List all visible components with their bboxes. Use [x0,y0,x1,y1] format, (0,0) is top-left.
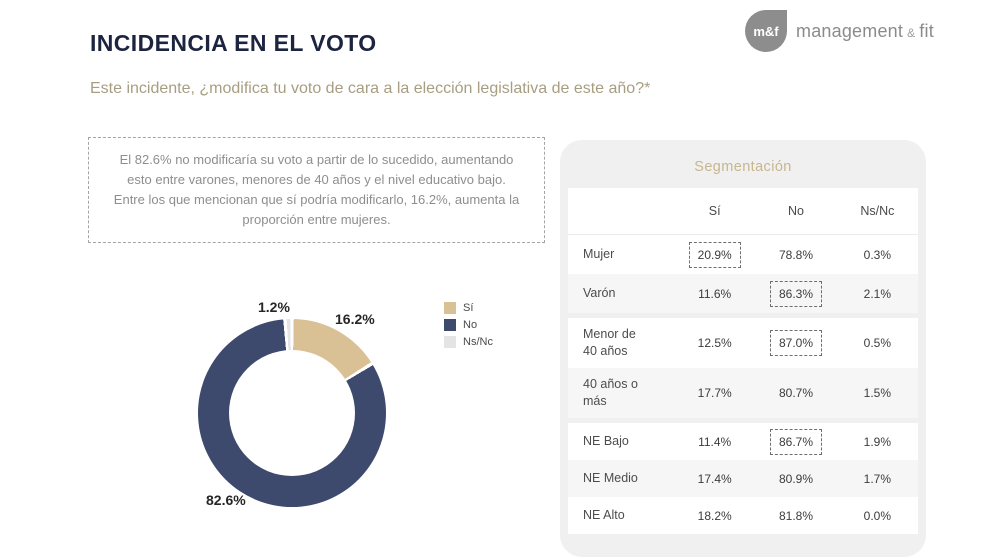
table-header-row: Sí No Ns/Nc [568,188,918,235]
row-label: Varón [583,286,616,301]
donut-label-no: 82.6% [206,492,246,508]
legend-swatch-nsnc [444,336,456,348]
table-row: 40 años o más 17.7% 80.7% 1.5% [568,368,918,418]
value: 80.7% [778,386,813,400]
cell-si: 20.9% [674,241,755,268]
survey-question: Este incidente, ¿modifica tu voto de car… [90,80,651,97]
cell-nsnc: 1.5% [837,386,918,400]
legend-swatch-si [444,302,456,314]
highlighted-value: 87.0% [769,330,822,356]
value: 0.3% [863,247,891,262]
value: 0.0% [863,508,891,523]
cell-no: 86.3% [755,280,836,307]
legend-label-nsnc: Ns/Nc [463,336,493,348]
cell-si: 18.2% [674,509,755,523]
brand-ampersand: & [907,25,916,40]
page-title: INCIDENCIA EN EL VOTO [90,30,377,56]
cell-nsnc: 0.5% [837,336,918,350]
insight-line-1: El 82.6% no modificaría su voto a partir… [119,151,514,187]
value: 0.5% [863,336,891,350]
value: 18.2% [697,508,732,523]
brand-logo: m&f management & fit [745,10,934,52]
cell-si: 12.5% [674,336,755,350]
brand-badge-text: m&f [753,23,779,39]
cell-no: 81.8% [755,509,836,523]
brand-badge-icon: m&f [745,10,787,52]
value: 11.6% [698,286,732,301]
segmentation-table: Sí No Ns/Nc Mujer 20.9% 78.8% 0.3% Varón 11.6… [568,188,918,534]
legend-label-no: No [463,319,478,331]
cell-si: 11.6% [674,287,755,301]
value: 12.5% [697,336,732,350]
highlighted-value: 20.9% [688,241,741,268]
value: 1.5% [863,386,891,400]
table-row: NE Medio 17.4% 80.9% 1.7% [568,460,918,497]
legend-item-no: No [444,319,493,331]
donut-chart [198,319,386,507]
row-label: Menor de 40 años [583,327,636,358]
table-group: NE Bajo 11.4% 86.7% 1.9% NE Medio 17.4% 80.9% 1… [568,423,918,534]
donut-label-nsnc: 1.2% [258,299,290,315]
insight-box: El 82.6% no modificaría su voto a partir… [88,137,545,243]
value: 1.7% [863,471,891,486]
legend-label-si: Sí [463,302,474,314]
header-col-no: No [788,204,804,218]
cell-si: 17.4% [674,472,755,486]
header-col-si: Sí [708,204,721,218]
row-label: 40 años o más [583,377,638,408]
cell-si: 11.4% [674,435,755,449]
cell-nsnc: 1.9% [837,435,918,449]
donut-label-si: 16.2% [335,311,375,327]
value: 17.7% [697,386,732,400]
table-row: Menor de 40 años 12.5% 87.0% 0.5% [568,318,918,368]
cell-no: 80.7% [755,386,836,400]
cell-no: 80.9% [755,472,836,486]
value: 2.1% [863,286,891,301]
cell-nsnc: 0.3% [837,248,918,262]
table-group: Menor de 40 años 12.5% 87.0% 0.5% 40 años o … [568,318,918,418]
brand-name: management & fit [796,21,934,42]
legend-item-nsnc: Ns/Nc [444,336,493,348]
row-label: NE Alto [583,508,625,523]
header-col-nsnc: Ns/Nc [860,204,895,218]
cell-no: 86.7% [755,428,836,455]
donut-hole [229,350,355,476]
cell-nsnc: 1.7% [837,472,918,486]
cell-no: 78.8% [755,248,836,262]
table-row: NE Alto 18.2% 81.8% 0.0% [568,497,918,534]
cell-nsnc: 2.1% [837,287,918,301]
cell-nsnc: 0.0% [837,509,918,523]
highlighted-value: 86.3% [769,280,822,307]
table-row: NE Bajo 11.4% 86.7% 1.9% [568,423,918,460]
chart-legend: Sí No Ns/Nc [444,302,493,348]
cell-si: 17.7% [674,386,755,400]
segmentation-title: Segmentación [694,159,792,175]
table-row: Mujer 20.9% 78.8% 0.3% [568,235,918,274]
value: 80.9% [778,471,813,486]
cell-no: 87.0% [755,330,836,356]
row-label: Mujer [583,247,615,262]
table-row: Varón 11.6% 86.3% 2.1% [568,274,918,313]
row-label: NE Medio [583,471,638,486]
segmentation-card: Segmentación Sí No Ns/Nc Mujer 20.9% 78.8%… [560,140,926,557]
insight-line-2: Entre los que mencionan que sí podría mo… [113,192,520,228]
value: 81.8% [778,508,813,523]
legend-item-si: Sí [444,302,493,314]
value: 78.8% [778,247,813,262]
value: 11.4% [698,434,732,449]
brand-name-part2: fit [919,20,934,41]
row-label: NE Bajo [583,434,629,449]
legend-swatch-no [444,319,456,331]
brand-name-part1: management [796,20,904,41]
highlighted-value: 86.7% [769,428,822,455]
value: 17.4% [697,471,732,486]
value: 1.9% [863,434,891,449]
table-group: Mujer 20.9% 78.8% 0.3% Varón 11.6% 86.3% 2.1% [568,235,918,313]
